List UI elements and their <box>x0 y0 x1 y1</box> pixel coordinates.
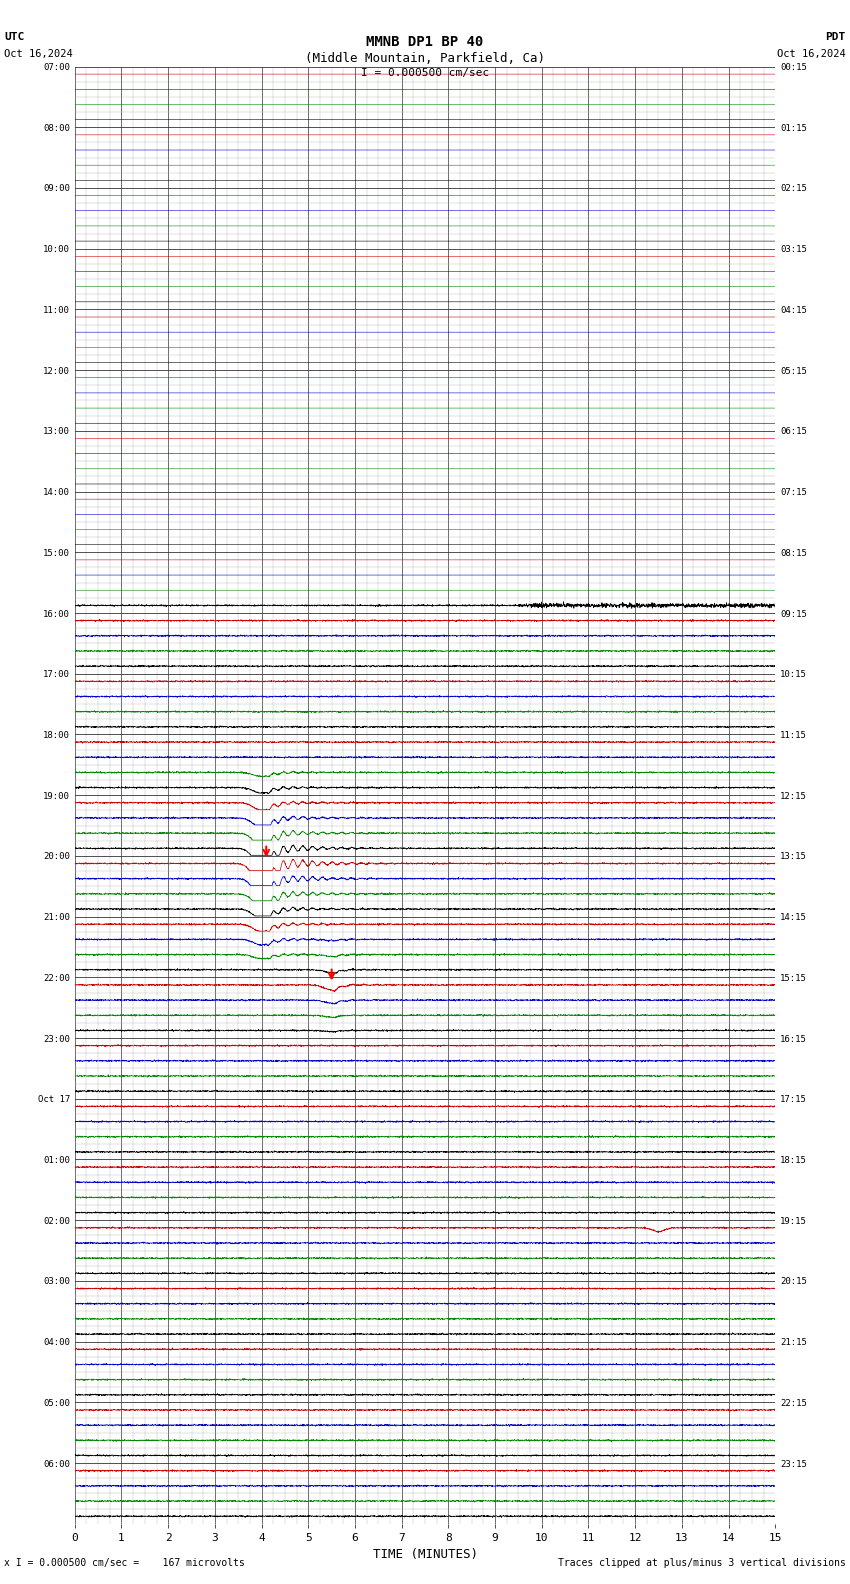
Text: Traces clipped at plus/minus 3 vertical divisions: Traces clipped at plus/minus 3 vertical … <box>558 1559 846 1568</box>
Text: (Middle Mountain, Parkfield, Ca): (Middle Mountain, Parkfield, Ca) <box>305 52 545 65</box>
X-axis label: TIME (MINUTES): TIME (MINUTES) <box>372 1549 478 1562</box>
Text: PDT: PDT <box>825 32 846 41</box>
Text: MMNB DP1 BP 40: MMNB DP1 BP 40 <box>366 35 484 49</box>
Text: Oct 16,2024: Oct 16,2024 <box>777 49 846 59</box>
Text: x I = 0.000500 cm/sec =    167 microvolts: x I = 0.000500 cm/sec = 167 microvolts <box>4 1559 245 1568</box>
Text: I = 0.000500 cm/sec: I = 0.000500 cm/sec <box>361 68 489 78</box>
Text: Oct 16,2024: Oct 16,2024 <box>4 49 73 59</box>
Text: UTC: UTC <box>4 32 25 41</box>
